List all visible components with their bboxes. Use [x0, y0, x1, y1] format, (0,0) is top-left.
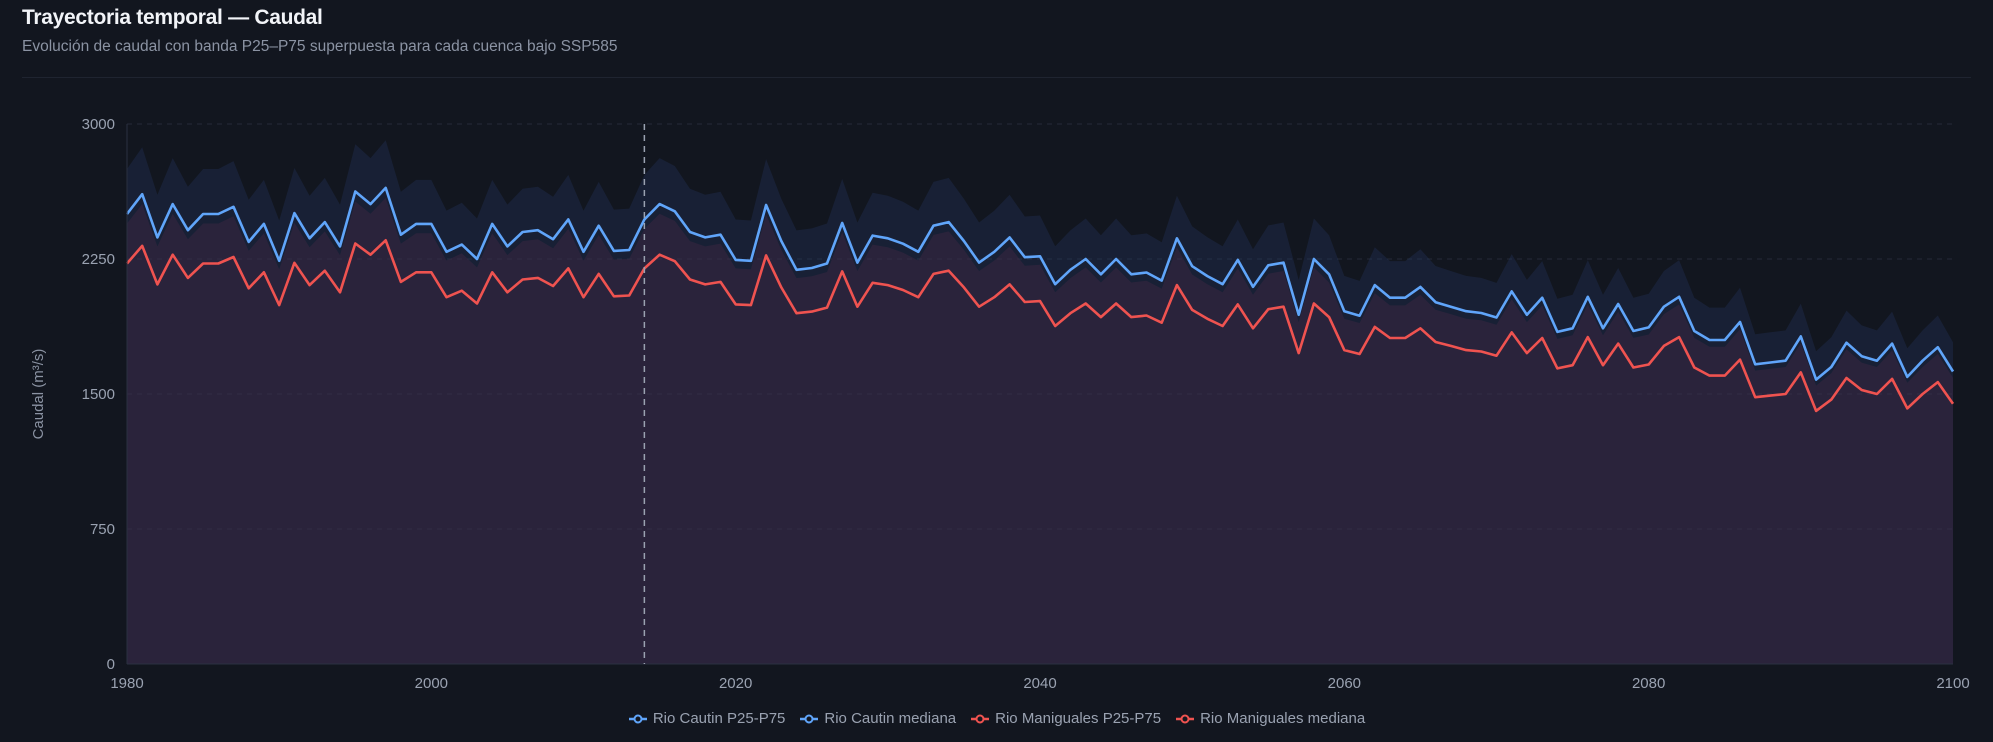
- y-tick-label: 1500: [82, 386, 115, 403]
- y-tick-label: 2250: [82, 251, 115, 268]
- band-area-1: [127, 197, 1953, 664]
- legend-label: Rio Maniguales P25-P75: [995, 710, 1162, 727]
- y-tick-label: 3000: [82, 116, 115, 133]
- x-tick-label: 2080: [1632, 675, 1665, 692]
- legend-marker-icon: [800, 714, 819, 723]
- x-tick-label: 1980: [110, 675, 143, 692]
- x-tick-label: 2060: [1328, 675, 1361, 692]
- y-axis-label: Caudal (m³/s): [30, 349, 47, 440]
- legend-label: Rio Cautin mediana: [824, 710, 957, 727]
- chart-title: Trayectoria temporal — Caudal: [22, 6, 323, 29]
- legend-item-maniguales-median[interactable]: Rio Maniguales mediana: [1175, 710, 1365, 727]
- x-tick-label: 2020: [719, 675, 752, 692]
- legend-item-cautin-median[interactable]: Rio Cautin mediana: [799, 710, 956, 727]
- x-tick-label: 2040: [1023, 675, 1056, 692]
- median-line-0: [125, 186, 1955, 381]
- band-area-0: [127, 140, 1953, 665]
- x-tick-label: 2000: [415, 675, 448, 692]
- legend-label: Rio Maniguales mediana: [1200, 710, 1366, 727]
- legend: Rio Cautin P25-P75 Rio Cautin mediana Ri…: [0, 710, 1993, 727]
- legend-marker-icon: [971, 714, 990, 723]
- median-line-1: [126, 239, 1955, 413]
- divider: [22, 77, 1971, 78]
- chart-subtitle: Evolución de caudal con banda P25–P75 su…: [22, 38, 618, 55]
- x-tick-label: 2100: [1936, 675, 1969, 692]
- legend-item-maniguales-band[interactable]: Rio Maniguales P25-P75: [970, 710, 1161, 727]
- legend-marker-icon: [628, 714, 647, 723]
- y-tick-label: 0: [107, 656, 115, 673]
- legend-label: Rio Cautin P25-P75: [652, 710, 786, 727]
- legend-item-cautin-band[interactable]: Rio Cautin P25-P75: [628, 710, 786, 727]
- y-tick-label: 750: [90, 521, 115, 538]
- legend-marker-icon: [1176, 714, 1195, 723]
